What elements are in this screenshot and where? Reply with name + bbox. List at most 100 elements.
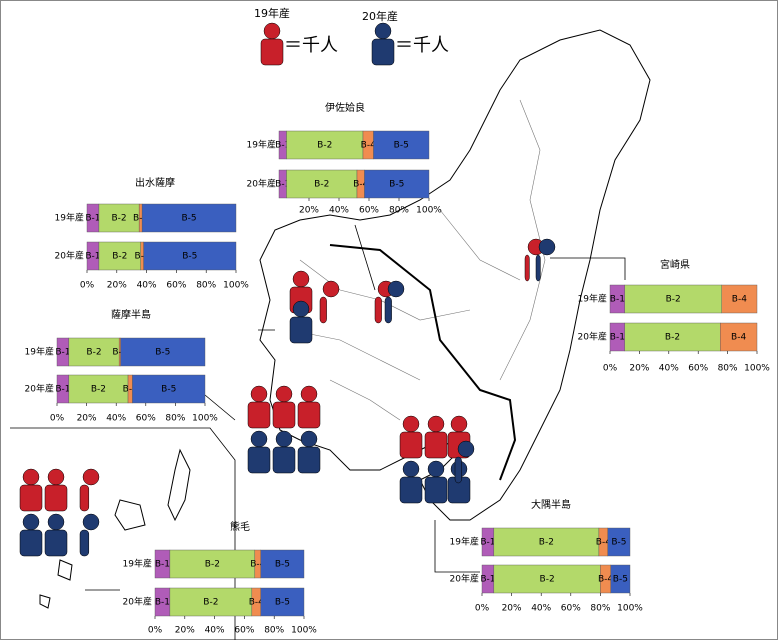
icon-body	[272, 401, 296, 429]
segment-label: B-4	[596, 538, 611, 548]
x-tick-label: 100%	[192, 414, 218, 424]
icon-body	[297, 401, 321, 429]
person-icon	[79, 468, 100, 512]
icon-head	[263, 22, 281, 40]
bar-segment	[607, 527, 631, 557]
x-tick-label: 0%	[475, 604, 490, 614]
icon-body	[524, 254, 530, 282]
bar-segment	[720, 322, 758, 352]
person-icon	[44, 468, 68, 512]
person-icon	[384, 280, 405, 324]
person-icon	[272, 430, 296, 474]
x-tick-label: 40%	[106, 414, 126, 424]
icon-body	[454, 456, 462, 484]
bar-segment	[143, 241, 237, 271]
row-label: 19年産	[450, 536, 479, 548]
segment-label: B-5	[182, 252, 197, 262]
x-tick-label: 40%	[137, 281, 157, 291]
person-icon	[424, 415, 448, 459]
bar-segment	[624, 284, 722, 314]
icon-head	[22, 468, 40, 486]
x-tick-label: 80%	[165, 414, 185, 424]
x-tick-label: 40%	[659, 364, 679, 374]
segment-label: B-1	[55, 348, 70, 358]
icon-head	[47, 468, 65, 486]
icon-body	[319, 296, 327, 324]
bar-segment	[373, 130, 430, 160]
x-tick-label: 80%	[718, 364, 738, 374]
x-tick-label: 20%	[629, 364, 649, 374]
segment-label: B-1	[480, 575, 495, 585]
icon-body	[535, 254, 541, 282]
icon-body	[384, 296, 392, 324]
chart-title: 熊毛	[230, 520, 250, 533]
person-icon	[79, 513, 100, 557]
segment-label: B-2	[314, 180, 329, 190]
person-icon	[260, 22, 284, 66]
x-tick-label: 0%	[80, 281, 95, 291]
bar-segment	[141, 203, 237, 233]
bar-segment	[68, 374, 129, 404]
segment-label: B-1	[275, 141, 290, 151]
segment-label: B-1	[155, 560, 170, 570]
icon-head	[292, 300, 310, 318]
segment-label: B-1	[55, 385, 70, 395]
x-tick-label: 100%	[744, 364, 770, 374]
icon-head	[82, 513, 100, 531]
x-tick-label: 20%	[175, 626, 195, 636]
person-icon	[272, 385, 296, 429]
x-tick-label: 20%	[502, 604, 522, 614]
bar-segment	[132, 374, 206, 404]
segment-label: B-5	[155, 348, 170, 358]
bar-segment	[286, 169, 358, 199]
row-label: 19年産	[25, 346, 54, 358]
bar-segment	[260, 549, 305, 579]
segment-label: B-2	[205, 560, 220, 570]
leader-lines	[85, 224, 626, 591]
bar-segment	[286, 130, 364, 160]
segment-label: B-5	[275, 598, 290, 608]
segment-label: B-4	[353, 180, 368, 190]
icon-head	[427, 415, 445, 433]
person-icon	[297, 430, 321, 474]
icon-body	[19, 484, 43, 512]
mainland	[259, 29, 651, 521]
bar-segment	[169, 549, 256, 579]
bar-segment	[68, 337, 120, 367]
segment-label: B-2	[317, 141, 332, 151]
bar-segment	[260, 587, 305, 617]
x-tick-label: 60%	[234, 626, 254, 636]
person-icon	[247, 430, 271, 474]
icon-body	[79, 529, 90, 557]
row-label: 20年産	[55, 250, 84, 262]
row-label: 20年産	[25, 383, 54, 395]
segment-label: B-2	[112, 252, 127, 262]
icon-body	[272, 446, 296, 474]
segment-label: B-5	[161, 385, 176, 395]
x-tick-label: 40%	[329, 206, 349, 216]
x-tick-label: 20%	[77, 414, 97, 424]
icon-head	[427, 460, 445, 478]
row-label: 19年産	[247, 139, 276, 151]
x-tick-label: 20%	[107, 281, 127, 291]
icon-body	[424, 476, 448, 504]
bar-segment	[610, 564, 631, 594]
x-tick-label: 100%	[416, 206, 442, 216]
segment-label: B-4	[731, 333, 746, 343]
segment-label: B-5	[611, 538, 626, 548]
legend-unit: ＝千人	[395, 35, 449, 56]
chart-title: 薩摩半島	[111, 308, 151, 321]
person-icon	[399, 460, 423, 504]
segment-label: B-1	[85, 214, 100, 224]
icon-head	[275, 430, 293, 448]
x-tick-label: 80%	[264, 626, 284, 636]
icon-body	[399, 476, 423, 504]
x-tick-label: 20%	[299, 206, 319, 216]
x-tick-label: 40%	[531, 604, 551, 614]
segment-label: B-2	[91, 385, 106, 395]
segment-label: B-1	[480, 538, 495, 548]
segment-label: B-4	[598, 575, 613, 585]
bar-segment	[624, 322, 721, 352]
bar-segment	[169, 587, 253, 617]
icon-body	[399, 431, 423, 459]
